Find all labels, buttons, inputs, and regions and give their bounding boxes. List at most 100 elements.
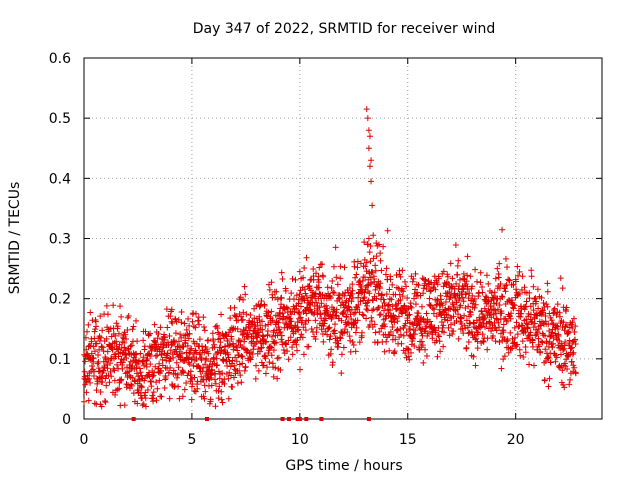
data-point xyxy=(495,319,502,326)
data-point xyxy=(495,274,502,281)
data-point xyxy=(432,327,439,334)
data-point xyxy=(341,292,348,299)
data-points xyxy=(81,106,579,421)
data-point xyxy=(395,313,402,320)
data-point xyxy=(150,389,157,396)
data-point xyxy=(452,242,459,249)
data-point xyxy=(403,283,410,290)
y-tick-label: 0.1 xyxy=(49,352,71,368)
data-point xyxy=(478,284,485,291)
data-point xyxy=(119,365,126,372)
data-point xyxy=(211,344,218,351)
data-point xyxy=(307,306,314,313)
data-point xyxy=(317,310,324,317)
data-point xyxy=(337,275,344,282)
data-point xyxy=(429,335,436,342)
data-point xyxy=(412,301,419,308)
data-point xyxy=(400,288,407,295)
data-point xyxy=(414,289,421,296)
data-point xyxy=(523,298,530,305)
data-point xyxy=(367,274,374,281)
data-point xyxy=(550,340,557,347)
data-point xyxy=(121,344,128,351)
data-point xyxy=(205,337,212,344)
data-point xyxy=(363,306,370,313)
data-point xyxy=(226,341,233,348)
data-point xyxy=(297,303,304,310)
data-point xyxy=(318,300,325,307)
data-point xyxy=(303,310,310,317)
data-point xyxy=(93,323,100,330)
data-point xyxy=(355,302,362,309)
data-point xyxy=(354,258,361,265)
data-point xyxy=(247,354,254,361)
data-point xyxy=(227,372,234,379)
data-point xyxy=(538,294,545,301)
data-point xyxy=(289,275,296,282)
data-point xyxy=(494,306,501,313)
data-point xyxy=(133,317,140,324)
data-point xyxy=(251,305,258,312)
data-point xyxy=(535,326,542,333)
data-point xyxy=(155,330,162,337)
data-point xyxy=(258,298,265,305)
data-point xyxy=(183,380,190,387)
data-point xyxy=(372,329,379,336)
data-point xyxy=(381,323,388,330)
data-point xyxy=(450,313,457,320)
data-point xyxy=(283,341,290,348)
data-point xyxy=(327,333,334,340)
data-point xyxy=(240,309,247,316)
data-point xyxy=(494,265,501,272)
data-point xyxy=(354,264,361,271)
data-point xyxy=(524,321,531,328)
data-point xyxy=(471,332,478,339)
data-point xyxy=(196,321,203,328)
data-point xyxy=(462,325,469,332)
data-point xyxy=(118,313,125,320)
axis-ticks: 0 0.1 0.2 0.3 0.4 0.5 0.6 0 5 10 15 20 xyxy=(49,51,602,448)
data-point xyxy=(507,315,514,322)
data-point xyxy=(81,373,88,380)
data-point xyxy=(445,305,452,312)
data-point xyxy=(537,348,544,355)
data-point xyxy=(313,324,320,331)
data-point xyxy=(247,325,254,332)
data-point xyxy=(498,310,505,317)
data-point xyxy=(465,330,472,337)
data-point xyxy=(167,313,174,320)
data-point xyxy=(368,157,375,164)
data-point xyxy=(379,292,386,299)
data-point xyxy=(492,338,499,345)
data-point xyxy=(526,331,533,338)
data-point xyxy=(229,357,236,364)
data-point xyxy=(543,340,550,347)
data-point xyxy=(354,317,361,324)
data-point xyxy=(569,351,576,358)
data-point xyxy=(505,349,512,356)
data-point xyxy=(531,320,538,327)
data-point xyxy=(296,268,303,275)
data-point xyxy=(349,294,356,301)
data-point xyxy=(367,258,374,265)
zero-point xyxy=(280,417,285,421)
data-point xyxy=(203,355,210,362)
data-point xyxy=(420,315,427,322)
data-point xyxy=(172,330,179,337)
data-point xyxy=(158,367,165,374)
data-point xyxy=(152,352,159,359)
data-point xyxy=(278,269,285,276)
data-point xyxy=(375,304,382,311)
data-point xyxy=(176,395,183,402)
data-point xyxy=(287,311,294,318)
data-point xyxy=(548,329,555,336)
data-point xyxy=(282,320,289,327)
data-point xyxy=(454,262,461,269)
data-point xyxy=(528,267,535,274)
data-point xyxy=(274,355,281,362)
data-point xyxy=(174,374,181,381)
data-point xyxy=(257,322,264,329)
data-point xyxy=(263,338,270,345)
data-point xyxy=(312,290,319,297)
data-point xyxy=(185,315,192,322)
